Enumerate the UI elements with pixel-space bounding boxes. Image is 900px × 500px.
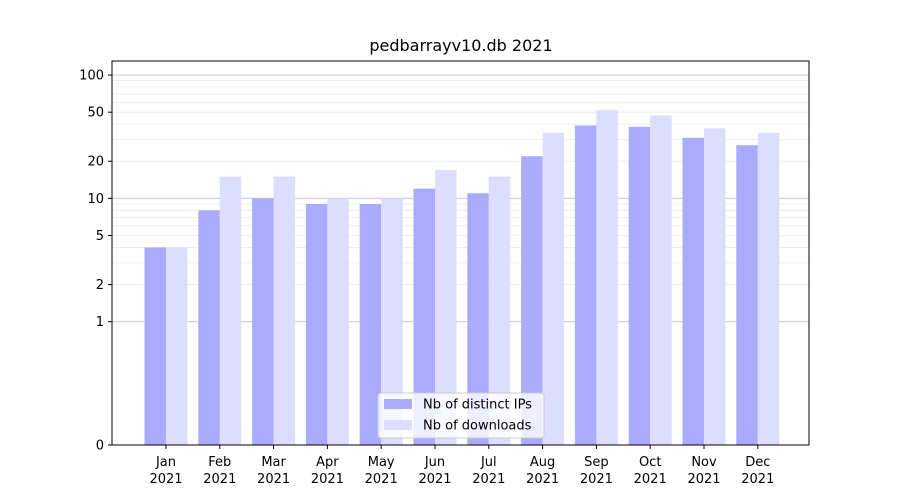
- bar-series-1[interactable]: [467, 193, 489, 445]
- bar-series-1[interactable]: [413, 188, 436, 446]
- x-tick-label-year: 2021: [418, 472, 451, 487]
- y-tick-label: 100: [79, 69, 104, 84]
- x-tick-label-year: 2021: [687, 472, 720, 487]
- x-tick-label-year: 2021: [741, 472, 774, 487]
- y-tick-label: 1: [96, 315, 104, 330]
- bar-series-2[interactable]: [596, 110, 618, 445]
- chart-title: pedbarrayv10.db 2021: [369, 36, 552, 55]
- bar-series-2[interactable]: [327, 198, 349, 445]
- legend-swatch-2: [384, 420, 412, 430]
- legend-swatch-1: [384, 399, 412, 409]
- x-tick-label-month: Nov: [691, 455, 717, 470]
- x-tick-label-month: Feb: [208, 455, 231, 470]
- x-tick-label-month: Jul: [480, 455, 497, 470]
- x-tick-label-month: Apr: [316, 455, 339, 470]
- bar-series-1[interactable]: [144, 247, 167, 445]
- bar-series-1[interactable]: [682, 137, 705, 445]
- x-tick-label-year: 2021: [472, 472, 505, 487]
- bar-series-1[interactable]: [628, 126, 651, 446]
- bar-series-1[interactable]: [305, 204, 328, 445]
- x-tick-label-year: 2021: [634, 472, 667, 487]
- x-tick-label-month: Mar: [261, 455, 286, 470]
- bar-series-2[interactable]: [704, 128, 726, 446]
- bar-series-2[interactable]: [273, 176, 296, 445]
- bar-series-1[interactable]: [521, 156, 543, 445]
- bar-series-2[interactable]: [488, 176, 511, 445]
- y-axis: 0 1 2 5 10 20 50 100: [79, 69, 112, 454]
- bar-series-2[interactable]: [757, 132, 780, 445]
- y-tick-label: 20: [87, 155, 104, 170]
- x-tick-label-month: Dec: [745, 455, 770, 470]
- x-tick-label-year: 2021: [149, 472, 182, 487]
- y-tick-label: 50: [87, 106, 104, 121]
- bar-series-1[interactable]: [736, 145, 758, 445]
- bar-series-1[interactable]: [574, 125, 597, 445]
- bar-series-1[interactable]: [359, 204, 382, 445]
- legend: Nb of distinct IPs Nb of downloads: [377, 392, 545, 439]
- x-tick-label-month: Sep: [584, 455, 609, 470]
- x-tick-label-year: 2021: [311, 472, 344, 487]
- x-tick-label-year: 2021: [365, 472, 398, 487]
- bar-series-2[interactable]: [219, 176, 242, 445]
- x-tick-label-month: Aug: [530, 455, 555, 470]
- bar-series-2[interactable]: [166, 247, 188, 445]
- legend-label-2: Nb of downloads: [423, 419, 532, 434]
- x-tick-label-month: Jan: [155, 455, 176, 470]
- bar-series-2[interactable]: [381, 198, 403, 445]
- bars: [144, 110, 780, 446]
- y-tick-label: 5: [96, 229, 104, 244]
- x-tick-label-month: Jun: [424, 455, 445, 470]
- plot-frame: [111, 60, 810, 446]
- x-tick-label-year: 2021: [203, 472, 236, 487]
- bar-series-1[interactable]: [198, 210, 220, 445]
- x-tick-label-year: 2021: [257, 472, 290, 487]
- x-tick-label-year: 2021: [580, 472, 613, 487]
- x-tick-label-month: Oct: [639, 455, 661, 470]
- x-tick-label-month: May: [368, 455, 395, 470]
- legend-label-1: Nb of distinct IPs: [423, 398, 532, 413]
- bar-series-1[interactable]: [252, 198, 274, 445]
- y-tick-label: 10: [87, 192, 104, 207]
- x-tick-label-year: 2021: [526, 472, 559, 487]
- x-axis: Jan 2021 Feb 2021 Mar 2021 Apr 2021 May 2021 Jun 20…: [149, 445, 774, 487]
- legend-box: [377, 392, 545, 439]
- y-tick-label: 0: [96, 439, 104, 454]
- y-tick-label: 2: [96, 278, 104, 293]
- bar-series-2[interactable]: [650, 115, 672, 445]
- bar-series-2[interactable]: [435, 169, 457, 445]
- bar-series-2[interactable]: [542, 132, 565, 445]
